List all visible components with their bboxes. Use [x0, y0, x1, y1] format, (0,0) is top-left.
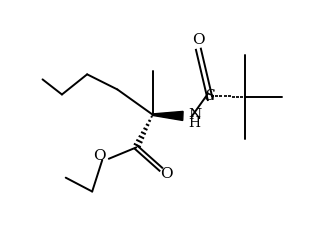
Text: H: H	[188, 116, 200, 131]
Text: O: O	[192, 33, 204, 47]
Text: S: S	[204, 89, 215, 103]
Text: O: O	[93, 149, 106, 163]
Text: O: O	[160, 167, 173, 181]
Text: N: N	[188, 108, 201, 122]
Polygon shape	[153, 111, 183, 120]
